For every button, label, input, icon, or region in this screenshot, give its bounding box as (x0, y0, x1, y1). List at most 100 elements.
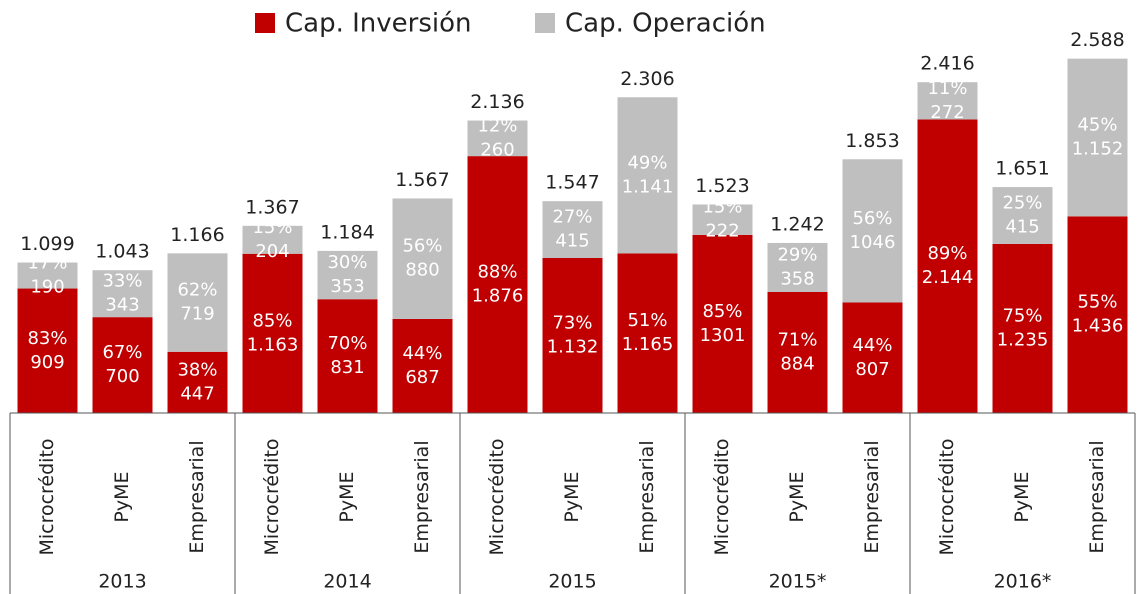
x-tick-label: PyME (1011, 471, 1033, 522)
bar-segment (767, 242, 828, 292)
bar-segment (242, 225, 303, 254)
percent-label: 49% (627, 152, 667, 173)
value-label: 415 (555, 231, 589, 252)
percent-label: 51% (627, 310, 667, 331)
total-label: 2.136 (470, 91, 524, 113)
group-label: 2013 (98, 571, 146, 593)
x-tick-label: Empresarial (186, 440, 208, 553)
group-label: 2016* (994, 571, 1052, 593)
value-label: 1.876 (472, 286, 524, 307)
value-label: 447 (180, 383, 214, 404)
total-label: 1.184 (320, 221, 374, 243)
percent-label: 56% (852, 208, 892, 229)
bar-segment (467, 156, 528, 413)
bar-segment (542, 201, 603, 259)
value-label: 1.436 (1072, 316, 1124, 337)
total-label: 1.367 (245, 196, 299, 218)
value-label: 1.235 (997, 329, 1049, 350)
x-tick-label: Microcrédito (36, 438, 58, 555)
bar-segment (992, 243, 1053, 413)
legend-label: Cap. Inversión (285, 9, 472, 39)
total-label: 1.523 (695, 175, 749, 197)
legend-swatch (255, 13, 275, 33)
value-label: 807 (855, 359, 889, 380)
legend-swatch (535, 13, 555, 33)
percent-label: 33% (102, 271, 142, 292)
percent-label: 44% (402, 343, 442, 364)
percent-label: 89% (927, 243, 967, 264)
value-label: 343 (105, 295, 139, 316)
percent-label: 29% (777, 244, 817, 265)
value-label: 1.132 (547, 337, 599, 358)
legend-label: Cap. Operación (565, 9, 766, 39)
x-tick-label: Microcrédito (936, 438, 958, 555)
value-label: 272 (930, 102, 964, 123)
value-label: 204 (255, 241, 289, 262)
x-tick-label: PyME (111, 471, 133, 522)
bar-segment (92, 270, 153, 318)
value-label: 880 (405, 260, 439, 281)
total-label: 1.099 (20, 233, 74, 255)
percent-label: 56% (402, 236, 442, 257)
x-tick-label: Microcrédito (711, 438, 733, 555)
value-label: 358 (780, 268, 814, 289)
value-label: 1.152 (1072, 139, 1124, 160)
bar-segment (167, 351, 228, 413)
x-tick-label: PyME (336, 471, 358, 522)
percent-label: 44% (852, 335, 892, 356)
value-label: 190 (30, 277, 64, 298)
total-label: 2.416 (920, 53, 974, 75)
value-label: 831 (330, 357, 364, 378)
total-label: 1.242 (770, 213, 824, 235)
value-label: 884 (780, 353, 814, 374)
x-tick-label: Empresarial (636, 440, 658, 553)
bar-segment (317, 299, 378, 413)
percent-label: 85% (252, 310, 292, 331)
percent-label: 25% (1002, 192, 1042, 213)
value-label: 1.165 (622, 334, 674, 355)
value-label: 260 (480, 139, 514, 160)
percent-label: 12% (477, 115, 517, 136)
percent-label: 17% (27, 253, 67, 274)
x-tick-label: Microcrédito (261, 438, 283, 555)
percent-label: 67% (102, 342, 142, 363)
bar-segment (242, 253, 303, 413)
bar-segment (392, 198, 453, 319)
percent-label: 88% (477, 262, 517, 283)
value-label: 1301 (700, 325, 746, 346)
bar-segment (17, 262, 78, 289)
total-label: 1.043 (95, 241, 149, 263)
bar-segment (17, 288, 78, 413)
bar-segment (317, 250, 378, 300)
percent-label: 62% (177, 280, 217, 301)
bar-segment (542, 258, 603, 413)
bar-segment (917, 82, 978, 120)
bar-segment (1067, 216, 1128, 413)
value-label: 222 (705, 221, 739, 242)
total-label: 1.547 (545, 172, 599, 194)
bar-segment (617, 97, 678, 254)
bar-segment (467, 120, 528, 157)
value-label: 719 (180, 304, 214, 325)
bar-segment (392, 318, 453, 413)
x-tick-label: Microcrédito (486, 438, 508, 555)
value-label: 700 (105, 366, 139, 387)
percent-label: 85% (702, 301, 742, 322)
bar-segment (1067, 58, 1128, 217)
x-tick-label: PyME (561, 471, 583, 522)
x-tick-label: Empresarial (1086, 440, 1108, 553)
percent-label: 83% (27, 328, 67, 349)
percent-label: 55% (1077, 292, 1117, 313)
total-label: 1.567 (395, 169, 449, 191)
bar-segment (767, 291, 828, 413)
total-label: 1.853 (845, 130, 899, 152)
percent-label: 30% (327, 252, 367, 273)
value-label: 687 (405, 367, 439, 388)
percent-label: 15% (252, 217, 292, 238)
percent-label: 70% (327, 333, 367, 354)
percent-label: 11% (927, 78, 967, 99)
value-label: 1.163 (247, 334, 299, 355)
total-label: 1.651 (995, 157, 1049, 179)
bar-segment (992, 187, 1053, 244)
